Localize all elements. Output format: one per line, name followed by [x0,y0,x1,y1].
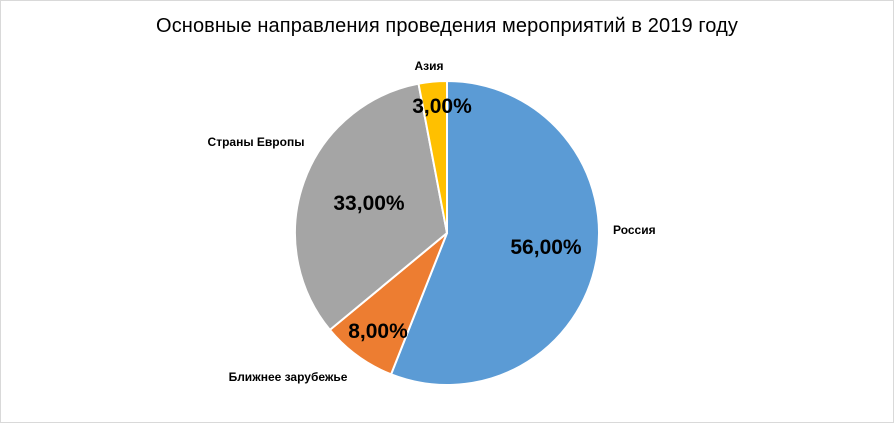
slice-value-label-near-abroad: 8,00% [348,320,408,343]
slice-value-label-russia: 56,00% [510,236,582,259]
category-label-near-abroad: Ближнее зарубежье [229,370,348,384]
category-label-russia: Россия [613,223,656,237]
category-label-asia: Азия [414,59,443,73]
pie-category-labels: Россия Ближнее зарубежье Страны Европы А… [208,59,656,384]
pie-slices [294,79,600,386]
category-label-europe: Страны Европы [208,135,305,149]
slice-value-label-europe: 33,00% [333,192,405,215]
slice-russia [389,79,600,386]
pie-value-labels: 56,00% 8,00% 33,00% 3,00% [333,95,582,343]
slice-asia [417,79,448,234]
slice-value-label-asia: 3,00% [412,95,472,118]
chart-title: Основные направления проведения мероприя… [156,15,738,37]
slice-europe [294,82,449,332]
